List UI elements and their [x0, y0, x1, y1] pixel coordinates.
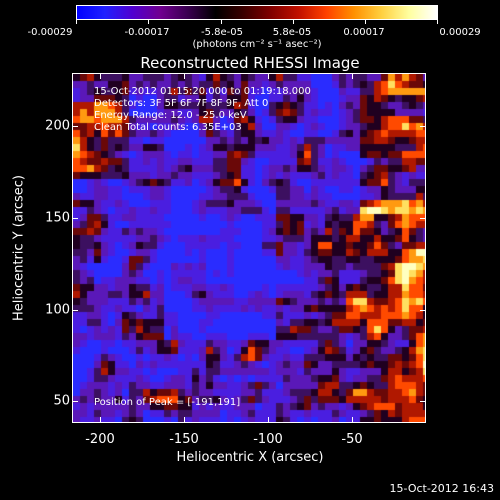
- plot-title: Reconstructed RHESSI Image: [140, 54, 360, 72]
- colorbar-tick-label: -0.00029: [27, 27, 73, 38]
- colorbar-tick: [221, 19, 222, 24]
- y-tick-label: 50: [53, 393, 70, 409]
- x-tick-label: -200: [85, 432, 115, 447]
- colorbar-tick: [437, 19, 438, 24]
- colorbar: [76, 5, 438, 20]
- x-axis-tick: [184, 73, 185, 79]
- colorbar-tick-label: -0.00017: [124, 27, 170, 38]
- timestamp: 15-Oct-2012 16:43: [389, 482, 494, 495]
- x-axis-tick: [100, 417, 101, 423]
- colorbar-tick-label: 0.00017: [343, 27, 385, 38]
- x-axis-tick: [100, 73, 101, 79]
- x-axis-tick: [352, 417, 353, 423]
- y-axis-tick: [72, 401, 78, 402]
- y-axis-title: Heliocentric Y (arcsec): [11, 175, 27, 321]
- y-axis-tick: [420, 126, 426, 127]
- info-time-range: 15-Oct-2012 01:15:20.000 to 01:19:18.000: [94, 86, 311, 97]
- info-detectors: Detectors: 3F 5F 6F 7F 8F 9F, Att 0: [94, 98, 269, 109]
- info-total-counts: Clean Total counts: 6.35E+03: [94, 122, 242, 133]
- colorbar-tick: [293, 19, 294, 24]
- colorbar-tick-label: -5.8e-05: [201, 27, 243, 38]
- rhessi-image: [73, 74, 425, 422]
- y-axis-tick: [72, 218, 78, 219]
- x-axis-tick: [268, 417, 269, 423]
- colorbar-units: (photons cm⁻² s⁻¹ asec⁻²): [192, 39, 322, 50]
- y-tick-label: 200: [45, 118, 70, 134]
- x-axis-tick: [184, 417, 185, 423]
- x-axis-title: Heliocentric X (arcsec): [176, 450, 324, 465]
- y-axis-tick: [420, 218, 426, 219]
- x-axis-tick: [352, 73, 353, 79]
- x-tick-label: -100: [253, 432, 283, 447]
- info-energy-range: Energy Range: 12.0 - 25.0 keV: [94, 110, 247, 121]
- colorbar-tick: [148, 19, 149, 24]
- x-tick-label: -50: [341, 432, 363, 447]
- y-axis-tick: [420, 401, 426, 402]
- y-axis-tick: [420, 310, 426, 311]
- y-tick-label: 100: [45, 302, 70, 318]
- colorbar-tick: [76, 19, 77, 24]
- y-axis-tick: [72, 310, 78, 311]
- y-tick-label: 150: [45, 210, 70, 226]
- colorbar-tick-label: 5.8e-05: [272, 27, 312, 38]
- plot-frame: [72, 73, 426, 423]
- x-axis-tick: [268, 73, 269, 79]
- x-tick-label: -150: [169, 432, 199, 447]
- peak-position-label: Position of Peak = [-191,191]: [94, 397, 241, 408]
- colorbar-tick: [365, 19, 366, 24]
- y-axis-tick: [72, 126, 78, 127]
- colorbar-tick-label: 0.00029: [439, 27, 481, 38]
